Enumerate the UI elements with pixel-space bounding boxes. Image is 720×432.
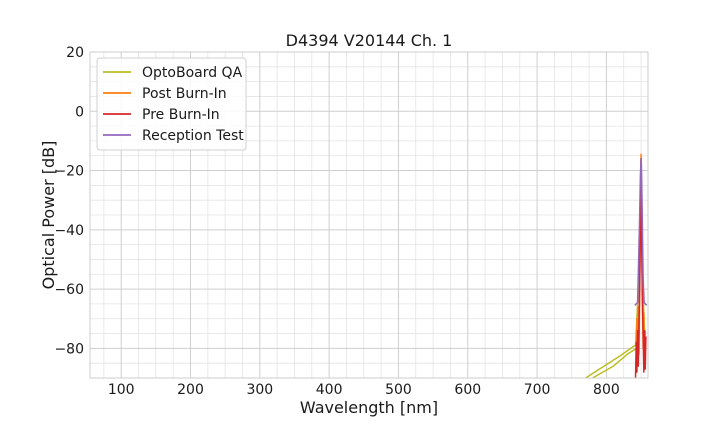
y-tick-label: 20 xyxy=(66,45,84,61)
legend-label: Post Burn-In xyxy=(142,86,227,102)
x-tick-label: 800 xyxy=(593,382,620,398)
legend-label: OptoBoard QA xyxy=(142,65,243,81)
plot-area xyxy=(585,153,648,378)
x-axis-ticks: 100 200 300 400 500 600 700 800 xyxy=(108,382,620,398)
x-tick-label: 600 xyxy=(454,382,481,398)
chart-title: D4394 V20144 Ch. 1 xyxy=(286,31,453,50)
plot-frame xyxy=(89,51,649,379)
y-tick-label: −80 xyxy=(54,341,84,357)
y-tick-label: 0 xyxy=(75,104,84,120)
legend-label: Pre Burn-In xyxy=(142,107,220,123)
y-tick-label: −40 xyxy=(54,223,84,239)
y-tick-label: −60 xyxy=(54,282,84,298)
x-tick-label: 100 xyxy=(108,382,135,398)
legend-box xyxy=(96,57,247,151)
series-line-reception-test xyxy=(634,157,648,306)
x-tick-label: 700 xyxy=(524,382,551,398)
y-axis-title: Optical Power [dB] xyxy=(39,141,58,290)
legend-label: Reception Test xyxy=(142,128,244,144)
y-tick-label: −20 xyxy=(54,164,84,180)
x-tick-label: 500 xyxy=(385,382,412,398)
legend: OptoBoard QA Post Burn-In Pre Burn-In Recep… xyxy=(96,57,247,151)
x-tick-label: 200 xyxy=(177,382,204,398)
x-tick-label: 400 xyxy=(316,382,343,398)
x-tick-label: 300 xyxy=(246,382,273,398)
x-axis-title: Wavelength [nm] xyxy=(300,398,438,417)
y-axis-ticks: 20 0 −20 −40 −60 −80 xyxy=(54,45,84,357)
